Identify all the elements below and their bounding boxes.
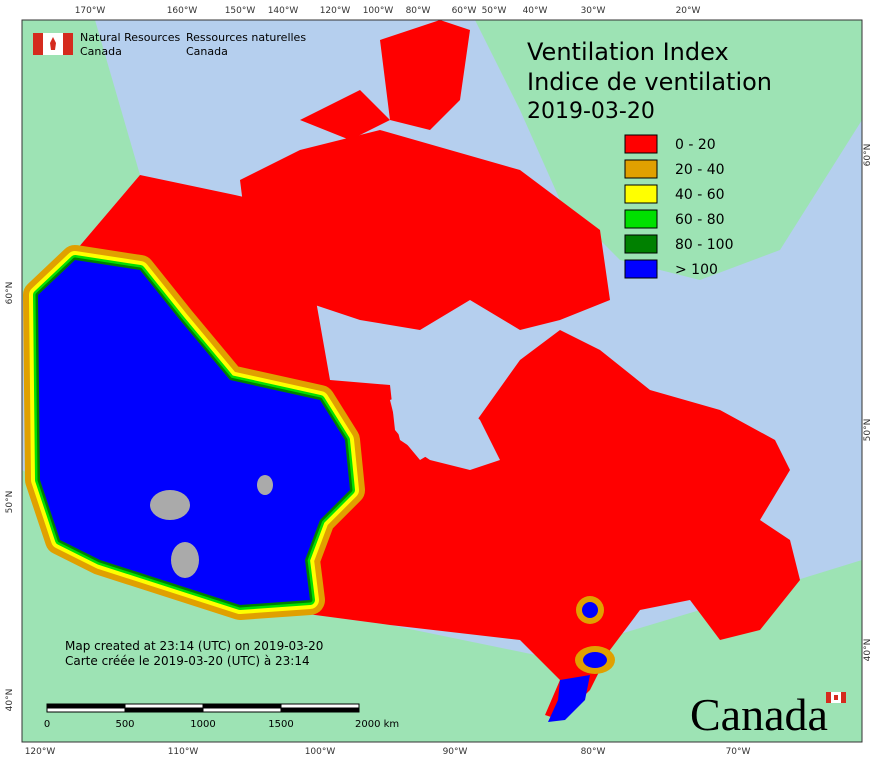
graticule-label: 50°W xyxy=(482,6,507,16)
credit: Map created at 23:14 (UTC) on 2019-03-20 xyxy=(65,639,323,653)
wordmark: Canada xyxy=(690,689,828,740)
credit: Carte créée le 2019-03-20 (UTC) à 23:14 xyxy=(65,654,310,668)
graticule-label: 110°W xyxy=(168,747,199,757)
title: Indice de ventilation xyxy=(527,68,772,96)
legend-swatch xyxy=(624,184,658,204)
scale-label: 1000 xyxy=(190,719,215,730)
scale-label: 0 xyxy=(44,719,50,730)
index-east xyxy=(548,596,615,722)
agency-fr: Canada xyxy=(186,45,228,58)
graticule-label: 160°W xyxy=(167,6,198,16)
agency-fr: Ressources naturelles xyxy=(186,31,306,44)
legend-swatch xyxy=(624,159,658,179)
graticule-label: 60°N xyxy=(5,282,15,305)
legend: 0 - 20 20 - 40 40 - 60 60 - 80 80 - 100 > 100 xyxy=(624,134,734,279)
graticule-label: 170°W xyxy=(75,6,106,16)
graticule-label: 60°W xyxy=(452,6,477,16)
foreign-land xyxy=(22,20,862,742)
agency-en: Canada xyxy=(80,45,122,58)
graticule-label: 90°W xyxy=(443,747,468,757)
scale-label: 1500 xyxy=(268,719,293,730)
agency-en: Natural Resources xyxy=(80,31,181,44)
hudson-bay xyxy=(390,380,500,470)
graticule-label: 80°W xyxy=(406,6,431,16)
graticule-label: 120°W xyxy=(320,6,351,16)
legend-label: 40 - 60 xyxy=(675,187,725,203)
graticule-label: 100°W xyxy=(363,6,394,16)
graticule-label: 50°N xyxy=(5,491,15,514)
graticule-label: 120°W xyxy=(25,747,56,757)
legend-swatch xyxy=(624,234,658,254)
graticule-label: 60°N xyxy=(863,144,873,167)
graticule-label: 50°N xyxy=(863,419,873,442)
legend-swatch xyxy=(624,259,658,279)
graticule-label: 70°W xyxy=(726,747,751,757)
graticule-label: 150°W xyxy=(225,6,256,16)
graticule-label: 40°N xyxy=(5,689,15,712)
date: 2019-03-20 xyxy=(527,99,655,124)
graticule-label: 30°W xyxy=(581,6,606,16)
legend-label: > 100 xyxy=(675,262,718,278)
legend-label: 80 - 100 xyxy=(675,237,734,253)
scale-label: 2000 km xyxy=(355,719,399,730)
index-west xyxy=(23,245,365,620)
legend-label: 0 - 20 xyxy=(675,137,716,153)
graticule-label: 40°W xyxy=(523,6,548,16)
graticule-label: 40°N xyxy=(863,639,873,662)
legend-label: 20 - 40 xyxy=(675,162,725,178)
title: Ventilation Index xyxy=(527,38,729,66)
agency-logo xyxy=(33,33,73,55)
frame xyxy=(21,19,863,743)
graticule-label: 80°W xyxy=(581,747,606,757)
legend-swatch xyxy=(624,209,658,229)
graticule-label: 140°W xyxy=(268,6,299,16)
legend-label: 60 - 80 xyxy=(675,212,725,228)
scale-label: 500 xyxy=(115,719,134,730)
graticule-label: 100°W xyxy=(305,747,336,757)
graticule-label: 20°W xyxy=(676,6,701,16)
legend-swatch xyxy=(624,134,658,154)
scale-bar xyxy=(46,703,360,713)
wordmark-flag xyxy=(826,692,846,703)
